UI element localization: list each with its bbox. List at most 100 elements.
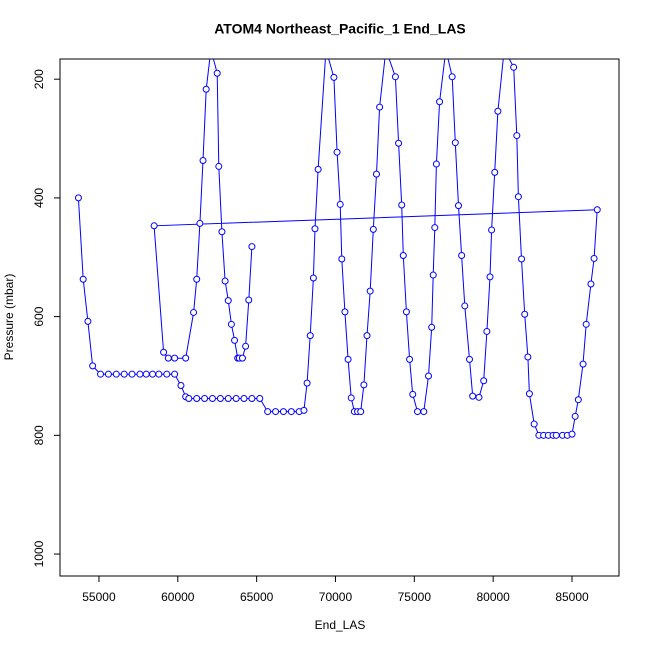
data-point [402,308,410,316]
x-tick-label: 65000 [240,590,274,604]
data-point [466,355,474,363]
data-point [238,354,246,362]
data-point [208,395,216,403]
data-point [514,193,522,201]
data-point [97,370,105,378]
data-point [330,73,338,81]
data-point [84,317,92,325]
data-point [510,63,518,71]
x-tick-label: 80000 [476,590,510,604]
data-point [224,297,232,305]
data-point [182,354,190,362]
data-point [240,395,248,403]
data-point [488,226,496,234]
data-point [196,219,204,227]
data-point [336,200,344,208]
data-point [486,273,494,281]
data-point [216,395,224,403]
data-point [136,370,144,378]
data-point [163,370,171,378]
data-point [185,395,193,403]
data-point [398,201,406,209]
data-point [413,408,421,416]
data-point [428,323,436,331]
data-point [458,251,466,259]
data-point [568,430,576,438]
data-point [199,157,207,165]
data-point [369,225,377,233]
plot-frame [59,58,620,577]
data-point [432,160,440,168]
data-point [190,308,198,316]
x-tick-label: 75000 [398,590,432,604]
data-point [436,98,444,106]
data-point [454,202,462,210]
data-point [193,395,201,403]
data-point [248,395,256,403]
chart-title: ATOM4 Northeast_Pacific_1 End_LAS [214,21,466,37]
data-point [242,342,250,350]
data-point [264,408,272,416]
y-tick-label: 200 [32,69,46,89]
x-tick-label: 60000 [161,590,195,604]
data-point [311,225,319,233]
data-point [300,406,308,414]
x-tick-label: 55000 [82,590,116,604]
data-point [431,224,439,232]
data-point [279,408,287,416]
data-point [177,381,185,389]
data-point [112,370,120,378]
data-point [518,255,526,263]
data-point [215,162,223,170]
data-point [309,274,317,282]
data-point [79,275,87,283]
data-point [89,362,97,370]
data-point [221,277,229,285]
data-point [590,254,598,262]
x-tick-label: 85000 [555,590,589,604]
data-point [483,327,491,335]
data-point [104,370,112,378]
data-point [571,412,579,420]
data-point [406,355,414,363]
y-axis-label: Pressure (mbar) [2,274,16,361]
data-point [248,243,256,251]
data-point [314,165,322,173]
data-point [513,132,521,140]
data-point [552,431,560,439]
data-point [218,228,226,236]
data-point [357,408,365,416]
data-point [341,308,349,316]
data-point [448,73,456,81]
data-point [521,310,529,318]
data-point [480,377,488,385]
data-point [171,354,179,362]
data-point [224,395,232,403]
data-point [524,353,532,361]
data-point [160,348,168,356]
data-point [461,302,469,310]
data-point [272,408,280,416]
data-point [256,395,264,403]
data-point [171,370,179,378]
data-point [338,255,346,263]
data-point [494,107,502,115]
data-point [227,320,235,328]
data-point [344,355,352,363]
x-axis-label: End_LAS [315,618,366,632]
data-point [303,379,311,387]
data-point [363,332,371,340]
data-point [202,85,210,93]
data-point [525,390,533,398]
data-point [491,168,499,176]
y-tick-label: 600 [32,306,46,326]
data-point [142,370,150,378]
data-point [425,372,433,380]
data-point [213,69,221,77]
x-tick-label: 70000 [319,590,353,604]
data-point [150,222,158,230]
plot-area [74,59,601,439]
data-point [120,370,128,378]
